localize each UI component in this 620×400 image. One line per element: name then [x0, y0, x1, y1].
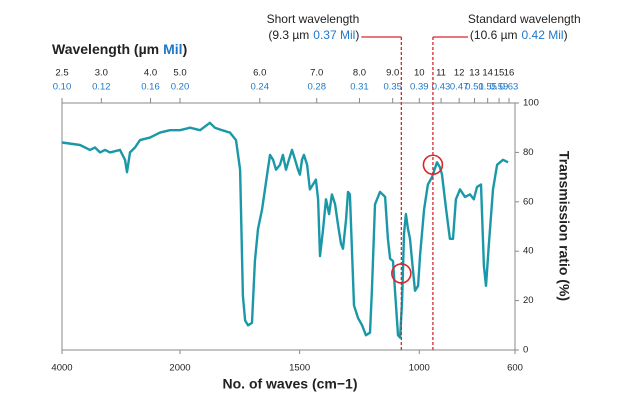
- um-tick-label: 5.0: [173, 68, 186, 79]
- um-tick-label: 13: [469, 68, 480, 79]
- mil-tick-label: 0.10: [53, 82, 72, 93]
- y-tick-label: 0: [523, 345, 528, 356]
- x-tick-label: 4000: [51, 363, 72, 374]
- y-tick-label: 60: [523, 196, 534, 207]
- x-axis-title: No. of waves (cm−1): [223, 376, 358, 392]
- annotation-detail: (9.3 µm 0.37 Mil): [268, 28, 359, 42]
- um-tick-label: 16: [504, 68, 515, 79]
- annotation-title: Short wavelength: [267, 12, 360, 26]
- mil-tick-label: 0.24: [251, 82, 270, 93]
- y-axis-title: Transmission ratio (%): [556, 151, 572, 301]
- um-tick-label: 11: [436, 68, 446, 79]
- annotation-mil: 0.37 Mil: [313, 28, 355, 42]
- um-tick-label: 8.0: [353, 68, 366, 79]
- mil-tick-label: 0.28: [307, 82, 326, 93]
- um-tick-label: 2.5: [55, 68, 68, 79]
- annotation-um: (10.6 µm: [470, 28, 518, 42]
- mil-tick-label: 0.59: [490, 82, 509, 93]
- annotation-close: ): [355, 28, 359, 42]
- mil-tick-label: 0.47: [450, 82, 469, 93]
- y-tick-label: 40: [523, 246, 534, 257]
- top-axis-title: Wavelength (µm Mil): [52, 41, 187, 57]
- y-tick-label: 20: [523, 295, 534, 306]
- um-tick-label: 7.0: [310, 68, 323, 79]
- title-text: Wavelength (µm: [52, 41, 159, 57]
- marker-circle: [391, 263, 412, 284]
- x-tick-label: 1000: [409, 363, 430, 374]
- mil-tick-label: 0.39: [410, 82, 429, 93]
- mil-tick-label: 0.35: [383, 82, 402, 93]
- marker-circle: [422, 154, 444, 176]
- um-tick-label: 14: [482, 68, 493, 79]
- um-tick-label: 15: [494, 68, 505, 79]
- x-tick-label: 600: [507, 363, 523, 374]
- annotation-mil: 0.42 Mil: [522, 28, 564, 42]
- x-tick-label: 2000: [169, 363, 190, 374]
- mil-tick-label: 0.20: [171, 82, 190, 93]
- x-tick-label: 1500: [289, 363, 310, 374]
- um-tick-label: 10: [414, 68, 425, 79]
- annotation-um: (9.3 µm: [268, 28, 309, 42]
- annotation-close: ): [564, 28, 568, 42]
- mil-tick-label: 0.31: [350, 82, 369, 93]
- um-tick-label: 4.0: [144, 68, 157, 79]
- mil-tick-label: 0.43: [432, 82, 451, 93]
- mil-tick-label: 0.51: [465, 82, 484, 93]
- annotation-detail: (10.6 µm 0.42 Mil): [470, 28, 568, 42]
- title-close: ): [183, 41, 188, 57]
- mil-tick-label: 0.55: [478, 82, 497, 93]
- plot-frame: [61, 102, 516, 351]
- y-tick-label: 80: [523, 147, 534, 158]
- um-tick-label: 3.0: [95, 68, 108, 79]
- title-unit: Mil: [163, 41, 182, 57]
- um-tick-label: 6.0: [253, 68, 266, 79]
- mil-tick-label: 0.12: [92, 82, 111, 93]
- annotation-title: Standard wavelength: [468, 12, 581, 26]
- mil-tick-label: 0.16: [141, 82, 160, 93]
- mil-tick-label: 0.63: [500, 82, 519, 93]
- um-tick-label: 12: [454, 68, 465, 79]
- y-tick-label: 100: [523, 98, 539, 109]
- um-tick-label: 9.0: [386, 68, 399, 79]
- spectrum-line: [61, 121, 509, 339]
